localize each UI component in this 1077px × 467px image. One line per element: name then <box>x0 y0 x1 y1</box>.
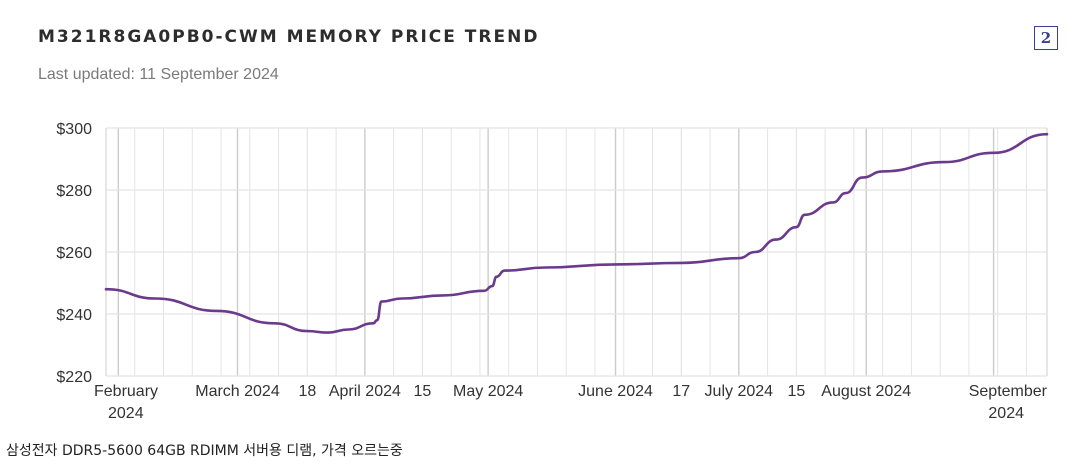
y-tick-label: $280 <box>56 183 92 200</box>
y-tick-label: $240 <box>56 307 92 324</box>
price-trend-chart: $220 $240 $260 $280 $300 February 2024 March 2… <box>56 121 1049 422</box>
x-tick-label: 2024 <box>108 405 144 422</box>
x-tick-label: 15 <box>787 383 805 400</box>
x-tick-label: 15 <box>414 383 432 400</box>
x-tick-label: June 2024 <box>578 383 653 400</box>
image-caption: 삼성전자 DDR5-5600 64GB RDIMM 서버용 디램, 가격 오르는… <box>6 443 403 459</box>
x-tick-label: September <box>969 383 1048 400</box>
x-tick-label: February <box>94 383 158 400</box>
last-updated-text: Last updated: 11 September 2024 <box>38 66 279 83</box>
price-series-line <box>104 132 1049 334</box>
x-tick-label: 18 <box>298 383 316 400</box>
x-tick-label: March 2024 <box>195 383 280 400</box>
x-axis: February 2024 March 2024 18 April 2024 15 May … <box>94 383 1048 422</box>
x-tick-label: 17 <box>672 383 690 400</box>
chart-title: M321R8GA0PB0-CWM MEMORY PRICE TREND <box>38 27 540 47</box>
y-tick-label: $220 <box>56 369 92 386</box>
y-axis: $220 $240 $260 $280 $300 <box>56 121 92 386</box>
x-tick-label: May 2024 <box>453 383 523 400</box>
series-layer <box>104 132 1049 334</box>
x-tick-label: August 2024 <box>821 383 911 400</box>
y-tick-label: $260 <box>56 245 92 262</box>
x-tick-label: July 2024 <box>705 383 774 400</box>
y-tick-label: $300 <box>56 121 92 138</box>
x-tick-label: April 2024 <box>329 383 401 400</box>
x-tick-label: 2024 <box>988 405 1024 422</box>
grid-layer <box>105 127 1048 377</box>
page-number-badge: 2 <box>1034 26 1058 50</box>
